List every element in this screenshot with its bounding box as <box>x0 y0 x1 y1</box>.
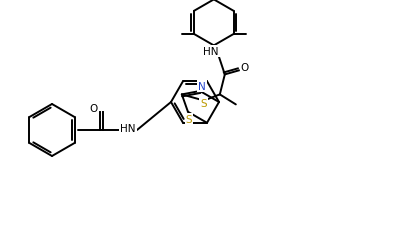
Text: N: N <box>198 82 206 92</box>
Text: O: O <box>241 63 249 73</box>
Text: S: S <box>186 114 192 124</box>
Text: O: O <box>89 104 97 114</box>
Text: HN: HN <box>120 124 136 134</box>
Text: HN: HN <box>203 47 219 57</box>
Text: S: S <box>201 99 207 109</box>
